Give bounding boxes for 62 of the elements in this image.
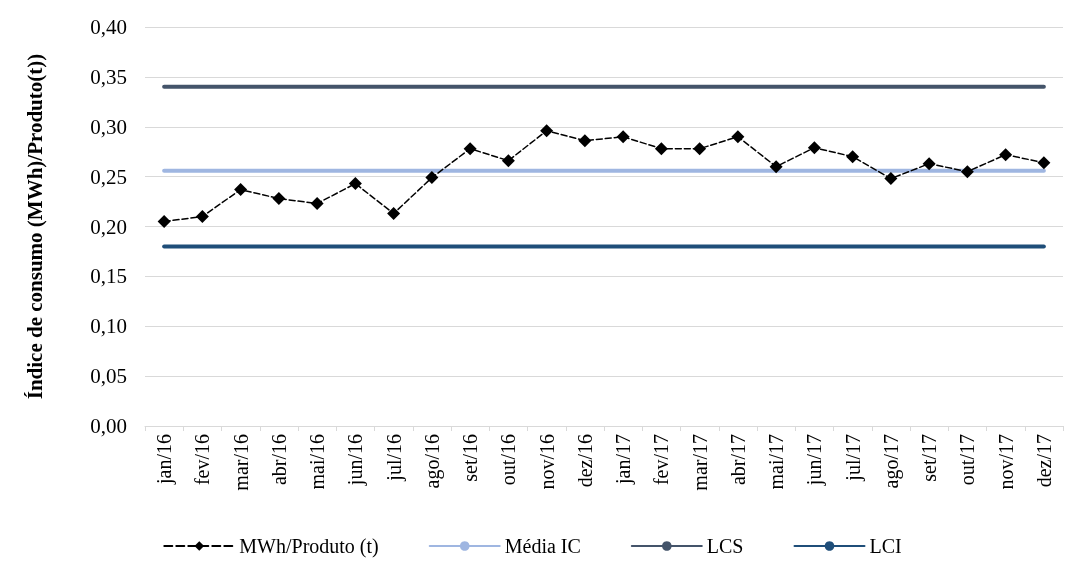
point xyxy=(425,171,439,185)
point xyxy=(195,210,209,224)
point xyxy=(769,160,783,174)
x-tick-label: out/17 xyxy=(956,434,979,486)
y-axis-title: Índice de consumo (MWh)/Produto(t)) xyxy=(22,53,47,400)
point xyxy=(578,134,592,148)
y-tick-label: 0,10 xyxy=(90,314,127,339)
x-tick-label: mai/17 xyxy=(765,434,788,490)
y-tick-label: 0,00 xyxy=(90,414,127,438)
point xyxy=(157,215,171,229)
x-tick-label: mai/16 xyxy=(306,434,329,490)
x-tick-label: set/17 xyxy=(918,434,941,482)
legend-label: MWh/Produto (t) xyxy=(239,535,379,558)
x-tick-label: mar/16 xyxy=(229,434,252,491)
point xyxy=(693,142,707,156)
point xyxy=(501,154,515,168)
y-tick-label: 0,40 xyxy=(90,15,127,39)
x-tick-label: dez/17 xyxy=(1032,434,1055,488)
point xyxy=(463,142,477,156)
x-tick-label: set/16 xyxy=(459,434,482,482)
y-tick-label: 0,30 xyxy=(90,114,127,139)
x-tick-label: fev/17 xyxy=(650,434,673,486)
x-tick-label: mar/17 xyxy=(688,434,711,491)
point xyxy=(1037,156,1051,170)
point xyxy=(846,150,860,164)
x-tick-label: nov/16 xyxy=(535,434,558,490)
point xyxy=(884,172,898,186)
y-tick-label: 0,15 xyxy=(90,264,127,289)
x-tick-label: jun/16 xyxy=(344,434,368,487)
x-tick-label: fev/16 xyxy=(191,434,214,486)
x-tick-label: jun/17 xyxy=(803,434,827,487)
point xyxy=(731,130,745,144)
y-tick-label: 0,20 xyxy=(90,214,127,239)
x-tick-label: jul/17 xyxy=(841,434,865,482)
x-tick-label: nov/17 xyxy=(994,434,1017,490)
y-tick-label: 0,25 xyxy=(90,164,127,189)
x-tick-label: jul/16 xyxy=(382,434,406,482)
x-tick-label: out/16 xyxy=(497,434,520,486)
point xyxy=(234,183,248,197)
x-tick-label: jan/17 xyxy=(612,434,636,485)
legend-label: Média IC xyxy=(504,535,581,557)
x-tick-label: ago/16 xyxy=(420,434,444,489)
x-tick-label: dez/16 xyxy=(573,434,596,488)
point xyxy=(387,207,401,221)
point xyxy=(540,124,554,138)
x-tick-label: jan/16 xyxy=(153,434,177,485)
point xyxy=(960,165,974,179)
y-tick-label: 0,05 xyxy=(90,364,127,389)
point xyxy=(348,177,362,191)
legend-label: LCS xyxy=(706,535,744,557)
point xyxy=(272,192,286,206)
x-tick-label: abr/17 xyxy=(726,434,749,486)
legend-label: LCI xyxy=(869,535,902,557)
point xyxy=(616,130,630,144)
point xyxy=(310,197,324,211)
x-tick-label: abr/16 xyxy=(267,434,290,486)
x-tick-label: ago/17 xyxy=(879,434,903,489)
point xyxy=(999,148,1013,162)
y-tick-label: 0,35 xyxy=(90,64,127,89)
point xyxy=(807,141,821,155)
point xyxy=(654,142,668,156)
point xyxy=(922,157,936,171)
